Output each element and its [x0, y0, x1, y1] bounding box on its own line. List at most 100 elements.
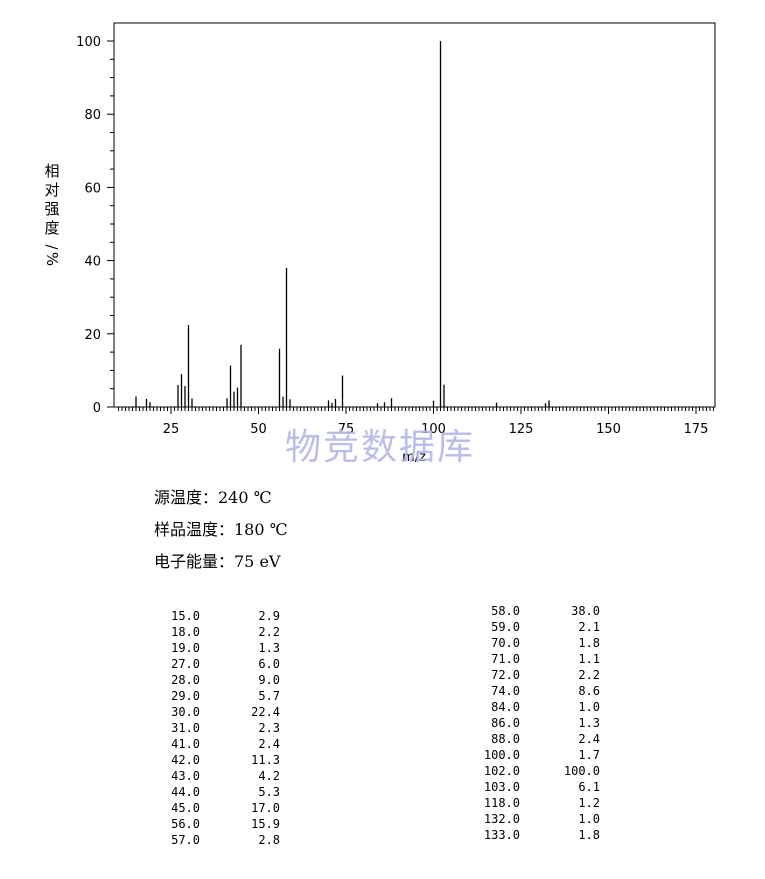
peak-abundance: 1.3: [578, 716, 600, 730]
peak-row: 44.0 5.3: [160, 784, 280, 800]
peak-mz: 88.0: [491, 732, 520, 746]
peak-abundance: 1.3: [258, 641, 280, 655]
x-tick-label: 25: [163, 422, 180, 437]
peak-mz: 41.0: [171, 737, 200, 751]
peak-row: 19.0 1.3: [160, 640, 280, 656]
peak-row: 86.0 1.3: [480, 715, 600, 731]
peak-mz: 15.0: [171, 609, 200, 623]
peak-mz: 100.0: [483, 748, 520, 762]
peak-row: 72.0 2.2: [480, 667, 600, 683]
x-tick-label: 175: [684, 422, 709, 437]
peak-abundance: 5.3: [258, 785, 280, 799]
peak-abundance: 15.9: [251, 817, 280, 831]
peak-mz: 59.0: [491, 620, 520, 634]
x-axis-ticks: 25 50 75 100 125 150 175: [118, 407, 714, 437]
instrument-conditions: 源温度：240 ℃ 样品温度：180 ℃ 电子能量：75 eV: [154, 486, 288, 582]
peak-mz: 43.0: [171, 769, 200, 783]
y-label-char: 强: [44, 200, 59, 218]
watermark: 物竞数据库: [285, 427, 476, 468]
peak-row: 30.0 22.4: [160, 704, 280, 720]
peak-row: 102.0 100.0: [480, 763, 600, 779]
peak-mz: 84.0: [491, 700, 520, 714]
peak-row: 59.0 2.1: [480, 619, 600, 635]
peak-row: 103.0 6.1: [480, 779, 600, 795]
peak-abundance: 1.7: [578, 748, 600, 762]
peak-row: 74.0 8.6: [480, 683, 600, 699]
peak-table-left: 15.0 2.9 18.0 2.2 19.0 1.3 27.0 6.0 28.0 9.0 29.0 5…: [160, 608, 280, 848]
peak-row: 70.0 1.8: [480, 635, 600, 651]
peak-mz: 118.0: [483, 796, 520, 810]
peak-mz: 44.0: [171, 785, 200, 799]
x-tick-label: 150: [596, 422, 621, 437]
peak-mz: 71.0: [491, 652, 520, 666]
peak-abundance: 38.0: [571, 604, 600, 618]
y-tick-label: 20: [84, 328, 101, 343]
peak-mz: 29.0: [171, 689, 200, 703]
peak-row: 45.0 17.0: [160, 800, 280, 816]
peak-abundance: 4.2: [258, 769, 280, 783]
source-temperature: 源温度：240 ℃: [154, 488, 272, 507]
peak-abundance: 22.4: [251, 705, 280, 719]
peak-row: 133.0 1.8: [480, 827, 600, 843]
peak-mz: 72.0: [491, 668, 520, 682]
peak-row: 43.0 4.2: [160, 768, 280, 784]
peak-row: 27.0 6.0: [160, 656, 280, 672]
y-tick-label: 100: [76, 35, 101, 50]
peak-row: 88.0 2.4: [480, 731, 600, 747]
peak-mz: 58.0: [491, 604, 520, 618]
peak-mz: 86.0: [491, 716, 520, 730]
peak-row: 118.0 1.2: [480, 795, 600, 811]
x-tick-label: 50: [250, 422, 267, 437]
peak-abundance: 5.7: [258, 689, 280, 703]
peak-mz: 103.0: [483, 780, 520, 794]
peak-row: 57.0 2.8: [160, 832, 280, 848]
x-tick-label: 100: [421, 422, 446, 437]
peak-mz: 28.0: [171, 673, 200, 687]
x-tick-label: 75: [338, 422, 355, 437]
y-tick-label: 80: [84, 108, 101, 123]
peak-table-right: 58.0 38.0 59.0 2.1 70.0 1.8 71.0 1.1 72.0 2.2 74.0…: [480, 603, 600, 843]
peak-abundance: 1.0: [578, 700, 600, 714]
peak-mz: 102.0: [483, 764, 520, 778]
peak-row: 28.0 9.0: [160, 672, 280, 688]
peak-mz: 74.0: [491, 684, 520, 698]
peak-mz: 30.0: [171, 705, 200, 719]
peak-abundance: 2.4: [258, 737, 280, 751]
y-tick-label: 40: [84, 255, 101, 270]
peak-row: 31.0 2.3: [160, 720, 280, 736]
peak-mz: 133.0: [483, 828, 520, 842]
plot-frame: [113, 22, 716, 408]
peak-abundance: 2.2: [578, 668, 600, 682]
peak-mz: 45.0: [171, 801, 200, 815]
peak-mz: 70.0: [491, 636, 520, 650]
peak-row: 84.0 1.0: [480, 699, 600, 715]
x-tick-label: 125: [509, 422, 534, 437]
y-label-char: 度: [44, 219, 59, 237]
y-label-char: /: [43, 244, 61, 250]
peak-abundance: 2.1: [578, 620, 600, 634]
y-tick-label: 60: [84, 181, 101, 196]
peak-abundance: 2.9: [258, 609, 280, 623]
peak-row: 29.0 5.7: [160, 688, 280, 704]
peak-abundance: 6.1: [578, 780, 600, 794]
peak-mz: 56.0: [171, 817, 200, 831]
peak-mz: 31.0: [171, 721, 200, 735]
sample-temperature: 样品温度：180 ℃: [154, 520, 288, 539]
peak-row: 41.0 2.4: [160, 736, 280, 752]
peak-row: 18.0 2.2: [160, 624, 280, 640]
electron-energy: 电子能量：75 eV: [154, 552, 281, 571]
peak-abundance: 2.2: [258, 625, 280, 639]
peak-abundance: 100.0: [563, 764, 600, 778]
peak-abundance: 2.4: [578, 732, 600, 746]
peak-abundance: 2.3: [258, 721, 280, 735]
peak-row: 71.0 1.1: [480, 651, 600, 667]
peak-row: 15.0 2.9: [160, 608, 280, 624]
peak-row: 100.0 1.7: [480, 747, 600, 763]
peak-mz: 42.0: [171, 753, 200, 767]
y-label-char: 对: [44, 181, 59, 199]
peak-abundance: 6.0: [258, 657, 280, 671]
y-label-char: %: [43, 252, 61, 266]
peak-row: 132.0 1.0: [480, 811, 600, 827]
